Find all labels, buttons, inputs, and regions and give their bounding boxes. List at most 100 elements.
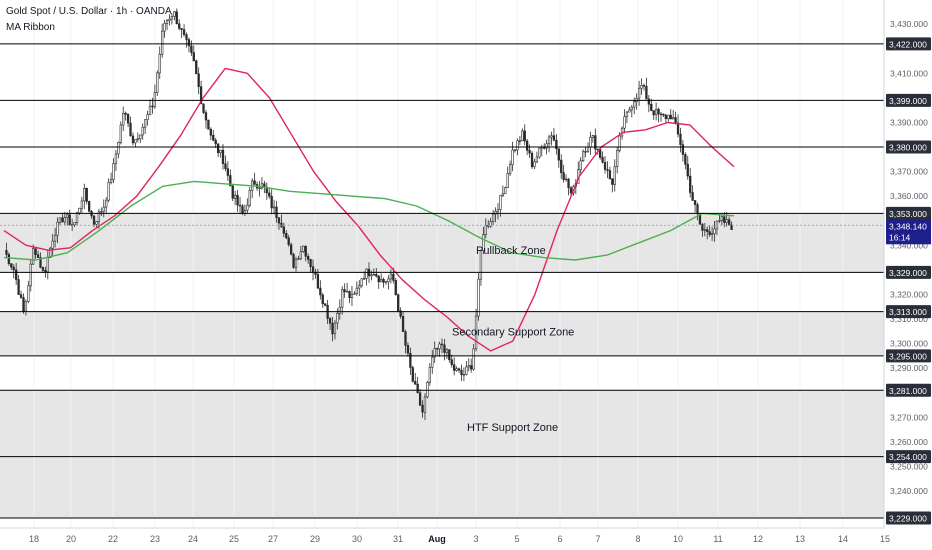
current-price-tag-bg	[886, 219, 931, 245]
candle-body-217	[530, 152, 534, 168]
candle-body-229	[560, 159, 563, 173]
candle-body-228	[557, 148, 560, 161]
level-tag-4: 3,329.000	[889, 268, 927, 278]
candle-body-201	[491, 213, 495, 223]
candle-body-26	[66, 214, 69, 218]
candle-body-182	[445, 349, 449, 353]
level-tag-0: 3,422.000	[889, 39, 927, 49]
candle-body-153	[375, 274, 378, 277]
price-axis[interactable]: 3,430.000 3,410.000 3,390.000 3,370.000 3,36…	[883, 0, 932, 550]
price-tick-13: 3,240.000	[890, 486, 928, 496]
candle-body-11	[29, 263, 32, 287]
candle-body-48	[119, 124, 122, 143]
candle-body-174	[426, 382, 429, 398]
candle-body-203	[496, 209, 500, 212]
level-tag-1: 3,399.000	[889, 96, 927, 106]
candle-body-109	[268, 192, 271, 197]
candle-body-275	[672, 117, 675, 120]
candle-body-297	[725, 219, 728, 223]
candle-body-231	[564, 178, 568, 181]
candle-body-287	[701, 224, 704, 231]
candle-body-207	[506, 173, 509, 189]
candle-body-198	[484, 225, 487, 236]
level-tag-bg-5	[886, 305, 931, 319]
candle-body-206	[504, 187, 507, 195]
time-tick-3: 23	[150, 534, 160, 544]
level-tag-6: 3,295.000	[889, 351, 927, 361]
time-tick-15: 8	[635, 534, 640, 544]
candle-body-176	[431, 356, 434, 368]
candle-body-165	[404, 331, 407, 346]
candle-body-38	[95, 221, 98, 225]
candle-body-166	[406, 344, 410, 354]
candle-body-101	[248, 189, 251, 206]
candle-body-118	[289, 244, 293, 255]
candle-body-209	[511, 149, 514, 165]
candle-body-251	[613, 166, 616, 185]
countdown-tag: 16:14	[889, 232, 911, 242]
candle-body-259	[633, 101, 636, 108]
time-tick-18: 12	[753, 534, 763, 544]
candle-body-66	[163, 22, 166, 32]
candle-body-282	[689, 175, 692, 193]
candle-body-285	[696, 204, 699, 215]
candle-body-219	[535, 156, 539, 163]
candle-body-12	[32, 248, 35, 265]
candle-body-34	[85, 187, 88, 202]
candle-body-23	[58, 217, 62, 223]
candle-body-225	[550, 135, 553, 138]
candle-body-196	[479, 250, 483, 280]
candle-body-98	[241, 205, 244, 214]
candle-body-188	[460, 369, 463, 376]
candle-body-87	[214, 139, 217, 145]
time-axis[interactable]: 18 20 22 23 24 25 27 29 30 31 Aug 3 5 6 7 8 10 11 12 13 14 15	[0, 527, 890, 550]
candle-body-296	[723, 216, 726, 223]
candle-body-21	[53, 234, 57, 242]
candle-body-155	[380, 278, 383, 283]
candle-body-177	[433, 348, 436, 358]
candle-body-8	[22, 297, 25, 312]
candle-body-258	[630, 106, 633, 111]
zone-3	[0, 390, 884, 518]
ma-fast-line	[3, 67, 735, 352]
candle-body-60	[148, 105, 152, 115]
candle-body-16	[41, 267, 45, 271]
candle-body-89	[219, 149, 222, 154]
time-tick-12: 5	[514, 534, 519, 544]
candle-body-79	[195, 60, 198, 75]
time-tick-4: 24	[188, 534, 198, 544]
candle-body-220	[538, 147, 541, 158]
candle-body-20	[51, 240, 54, 249]
candle-body-5	[15, 269, 18, 280]
candle-body-138	[338, 306, 341, 314]
candle-body-278	[679, 133, 682, 145]
time-tick-13: 6	[557, 534, 562, 544]
candle-body-271	[662, 113, 665, 116]
candle-body-3	[10, 263, 13, 268]
zone-label-2: Secondary Support Zone	[452, 326, 574, 338]
candle-body-131	[321, 294, 324, 305]
candle-body-169	[414, 381, 417, 385]
candle-body-90	[221, 149, 225, 165]
time-axis-bg	[0, 528, 884, 550]
time-tick-19: 13	[795, 534, 805, 544]
symbol-title[interactable]: Gold Spot / U.S. Dollar · 1h · OANDA	[6, 6, 172, 17]
candle-body-2	[7, 254, 11, 264]
candle-body-290	[708, 231, 711, 235]
candle-body-103	[253, 180, 256, 185]
candle-body-22	[56, 222, 59, 236]
candle-body-56	[139, 134, 142, 140]
candle-body-39	[97, 211, 101, 223]
indicator-label[interactable]: MA Ribbon	[6, 22, 55, 33]
zones-layer	[0, 213, 884, 518]
zone-label-1: Pullback Zone	[476, 245, 546, 257]
candle-body-40	[100, 211, 103, 213]
candle-body-145	[355, 287, 358, 294]
candle-body-70	[173, 11, 176, 17]
ma-ribbon-layer	[3, 67, 735, 352]
candle-body-151	[370, 274, 373, 277]
candle-body-58	[143, 119, 147, 128]
candle-body-67	[165, 20, 169, 24]
level-tag-9: 3,229.000	[889, 514, 927, 524]
